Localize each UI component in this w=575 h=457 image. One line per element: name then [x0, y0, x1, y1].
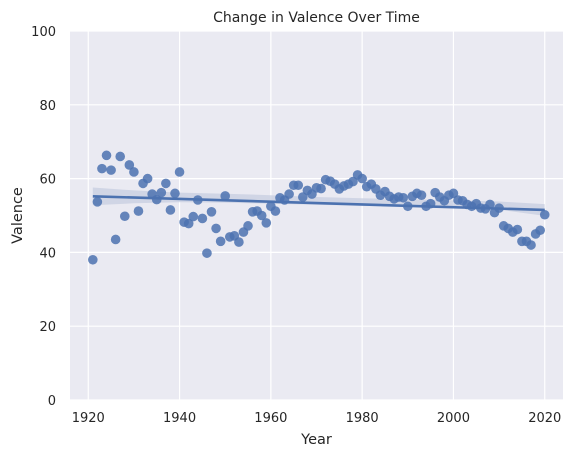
y-tick-label: 20 — [39, 320, 56, 335]
y-tick-labels: 0 20 40 60 80 100 — [31, 25, 56, 409]
data-point — [284, 189, 294, 199]
data-point — [215, 236, 226, 247]
data-point — [206, 207, 217, 217]
data-point — [129, 167, 139, 177]
data-point — [256, 210, 267, 221]
data-point — [526, 240, 536, 250]
x-tick-label: 2020 — [528, 411, 561, 426]
data-point — [293, 180, 304, 191]
data-point — [97, 163, 107, 174]
data-points — [88, 150, 550, 265]
x-tick-label: 1960 — [254, 411, 287, 426]
data-point — [183, 218, 194, 229]
chart-title: Change in Valence Over Time — [213, 10, 420, 26]
data-point — [220, 191, 231, 201]
plot-background — [70, 31, 563, 400]
data-point — [92, 197, 103, 207]
data-point — [115, 151, 126, 162]
data-point — [416, 190, 427, 201]
data-point — [398, 192, 409, 203]
data-point — [188, 211, 199, 222]
data-point — [170, 188, 180, 199]
data-point — [539, 209, 550, 220]
x-tick-labels: 1920 1940 1960 1980 2000 2020 — [72, 411, 562, 426]
data-point — [88, 254, 98, 265]
data-point — [234, 237, 244, 247]
data-point — [261, 218, 272, 228]
trend-line — [92, 195, 545, 212]
y-tick-label: 40 — [39, 246, 56, 261]
data-point — [124, 160, 135, 170]
x-tick-label: 1980 — [346, 411, 379, 426]
data-point — [142, 173, 153, 184]
data-point — [512, 224, 523, 235]
y-tick-label: 100 — [31, 25, 56, 40]
y-tick-label: 80 — [39, 99, 56, 114]
data-point — [156, 187, 167, 198]
data-point — [161, 178, 171, 189]
y-tick-label: 0 — [48, 394, 56, 409]
data-point — [174, 167, 185, 177]
data-point — [133, 206, 144, 216]
x-axis-label: Year — [300, 432, 332, 448]
y-tick-label: 60 — [39, 173, 56, 188]
x-tick-label: 1940 — [163, 411, 196, 426]
data-point — [535, 225, 545, 236]
data-point — [316, 183, 326, 194]
data-point — [485, 199, 495, 210]
data-point — [197, 213, 208, 224]
data-point — [110, 234, 121, 245]
confidence-band — [92, 187, 545, 216]
data-point — [270, 206, 281, 216]
data-point — [119, 211, 130, 222]
data-point — [202, 248, 212, 258]
x-tick-label: 1920 — [72, 411, 105, 426]
x-tick-label: 2000 — [437, 411, 470, 426]
y-axis-label: Valence — [10, 187, 26, 244]
data-point — [357, 173, 367, 184]
data-point — [106, 165, 116, 175]
data-point — [211, 223, 221, 234]
data-point — [101, 150, 112, 161]
data-point — [165, 205, 176, 215]
data-point — [243, 221, 253, 231]
